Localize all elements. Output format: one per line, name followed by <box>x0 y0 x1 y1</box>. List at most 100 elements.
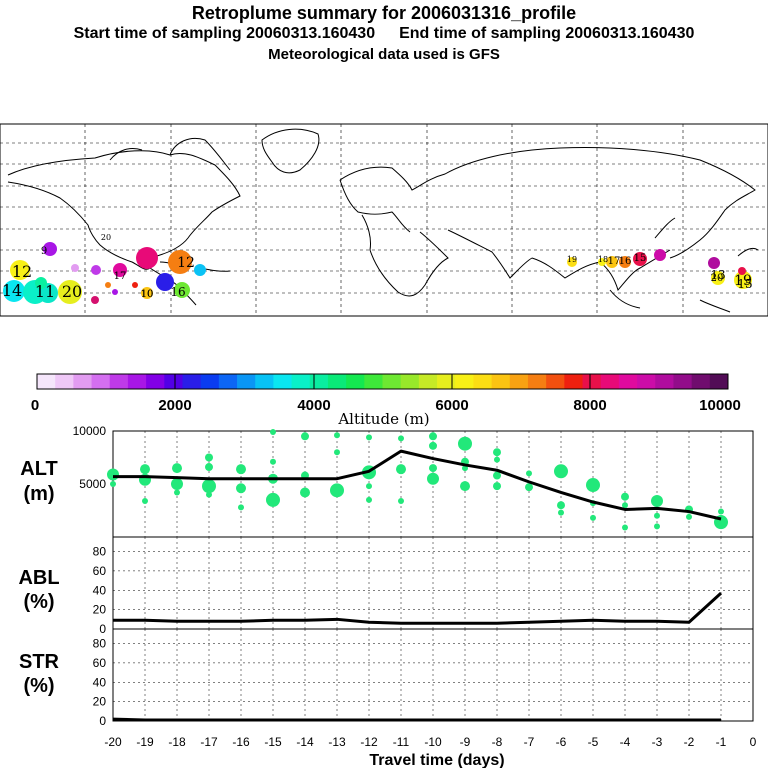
alt-scatter-point <box>174 489 180 496</box>
alt-scatter-point <box>206 491 212 498</box>
alt-scatter-point <box>301 432 309 441</box>
str-unit: (%) <box>23 675 54 697</box>
y-tick-label: 60 <box>93 564 107 578</box>
y-tick-label: 40 <box>93 583 107 597</box>
plume-marker <box>113 263 127 277</box>
y-tick-label: 0 <box>99 714 106 728</box>
colorbar-swatch <box>273 374 293 389</box>
plume-marker <box>734 271 752 289</box>
alt-scatter-point <box>107 468 119 481</box>
y-tick-label: 10000 <box>73 424 107 438</box>
alt-scatter-point <box>270 458 276 465</box>
x-tick-label: -20 <box>104 735 122 749</box>
alt-scatter-point <box>429 432 437 441</box>
plume-day-label: 13 <box>710 268 725 282</box>
plume-day-label: 17 <box>608 256 621 267</box>
colorbar-title: Altitude (m) <box>337 410 429 428</box>
alt-scatter-point <box>654 523 660 530</box>
colorbar-swatches <box>37 374 729 389</box>
plume-marker <box>708 257 720 269</box>
plume-day-label: 10 <box>141 289 154 300</box>
alt-scatter-point <box>427 472 439 485</box>
colorbar-swatch <box>437 374 456 389</box>
y-tick-label: 20 <box>93 603 107 617</box>
str-series-line <box>112 717 721 722</box>
colorbar-swatch <box>218 374 238 389</box>
colorbar-swatch <box>691 374 711 389</box>
alt-scatter-point <box>590 514 596 521</box>
alt-scatter-point <box>238 504 244 511</box>
x-tick-label: -8 <box>492 735 503 749</box>
alt-scatter-point <box>366 483 372 490</box>
plume-marker <box>3 280 25 302</box>
colorbar-swatch <box>473 374 493 389</box>
y-tick-label: 80 <box>93 545 107 559</box>
y-tick-label: 20 <box>93 695 107 709</box>
colorbar-swatch <box>527 374 547 389</box>
colorbar-swatch <box>164 374 183 389</box>
x-tick-label: -3 <box>652 735 663 749</box>
alt-scatter-point <box>526 470 532 477</box>
plume-marker <box>633 252 647 266</box>
alt-scatter-point <box>429 464 437 473</box>
y-tick-label: 5000 <box>79 477 106 491</box>
plume-marker <box>156 273 174 291</box>
colorbar-swatch <box>182 374 202 389</box>
plume-marker <box>738 267 746 275</box>
alt-scatter-point <box>172 463 182 474</box>
x-tick-label: -4 <box>620 735 631 749</box>
plume-day-label: 9 <box>41 246 47 257</box>
colorbar-frame <box>36 373 729 390</box>
alt-scatter-point <box>554 464 568 479</box>
x-tick-label: -13 <box>328 735 346 749</box>
series-lines <box>112 449 723 722</box>
colorbar-swatch <box>291 374 311 389</box>
alt-scatter-point <box>460 481 470 492</box>
plume-marker <box>71 264 79 272</box>
alt-scatter-point <box>171 478 183 490</box>
met-data-label: Meteorological data used is GFS <box>268 46 500 63</box>
x-tick-label: -5 <box>588 735 599 749</box>
plume-day-label: 15 <box>737 277 752 291</box>
colorbar-swatch <box>237 374 256 389</box>
x-tick-label: -18 <box>168 735 186 749</box>
abl-unit: (%) <box>23 591 54 613</box>
map-frame <box>0 123 768 317</box>
colorbar-swatch <box>618 374 638 389</box>
alt-scatter-point <box>140 464 150 475</box>
plume-day-label: 20 <box>711 273 724 284</box>
colorbar-swatch <box>309 374 329 389</box>
alt-scatter-point <box>558 509 564 516</box>
plume-marker <box>112 289 118 295</box>
plume-marker <box>194 264 206 276</box>
plume-marker <box>58 280 82 304</box>
alt-scatter-point <box>396 464 406 475</box>
alt-scatter-point <box>493 448 501 457</box>
x-tick-label: -2 <box>684 735 695 749</box>
colorbar-swatch <box>491 374 511 389</box>
colorbar-swatch <box>564 374 584 389</box>
alt-scatter-point <box>366 434 372 441</box>
panel-gridlines <box>113 431 753 721</box>
x-tick-labels: -20 -19 -18 -17 -16 -15 -14 -13 -12 -11 -10 -9 -8 -7-… <box>104 735 756 749</box>
x-tick-label: -16 <box>232 735 250 749</box>
plume-marker <box>35 277 47 289</box>
alt-scatter-point <box>651 494 663 507</box>
plume-marker <box>105 282 111 288</box>
colorbar-swatch <box>255 374 274 389</box>
alt-scatter-point <box>266 492 280 507</box>
alt-scatter-point <box>270 429 276 436</box>
plume-marker <box>132 282 138 288</box>
abl-series-line <box>113 592 723 625</box>
alt-scatter-point <box>236 483 246 494</box>
x-axis-title: Travel time (days) <box>369 752 504 768</box>
plume-day-label: 19 <box>734 273 752 289</box>
x-tick-label: -6 <box>556 735 567 749</box>
alt-scatter-point <box>494 456 500 463</box>
plume-marker <box>598 258 606 266</box>
colorbar-swatch <box>455 374 474 389</box>
alt-scatter-point <box>557 501 565 510</box>
x-tick-label: -9 <box>460 735 471 749</box>
